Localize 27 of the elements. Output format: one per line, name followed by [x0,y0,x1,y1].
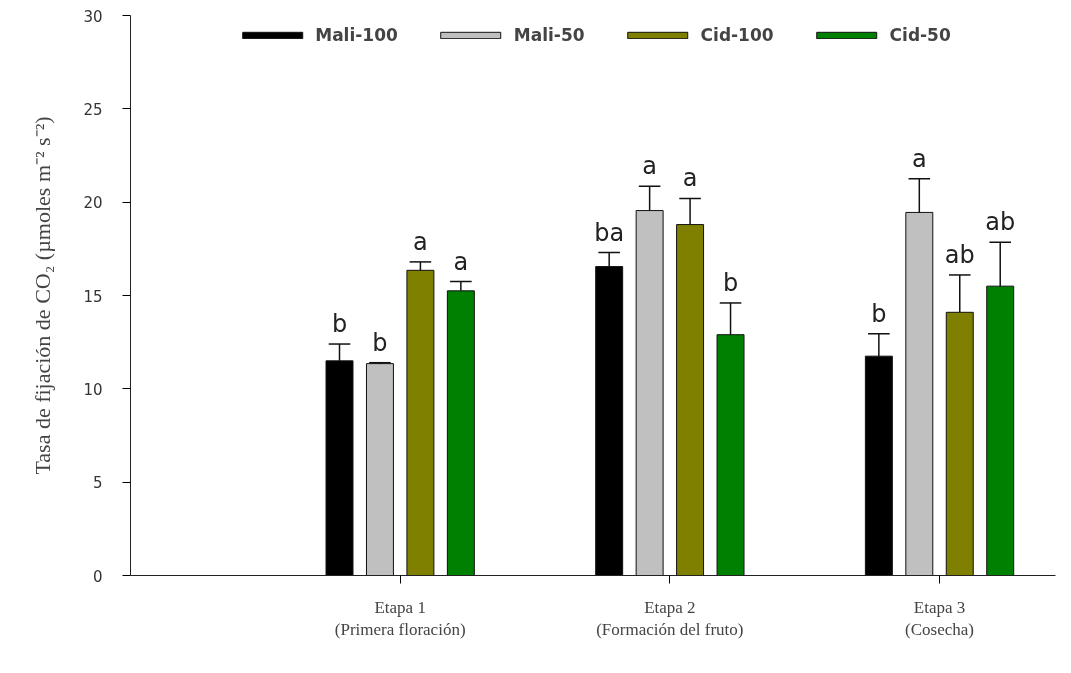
y-tick-label: 20 [83,194,103,213]
data-label: ab [985,208,1016,237]
legend-label: Cid-100 [700,25,774,45]
y-tick-label: 10 [83,380,103,399]
x-tick-label: Etapa 3 (Cosecha) [905,597,974,640]
x-tick-label: Etapa 2 (Formación del fruto) [596,597,744,640]
data-label: b [722,268,739,297]
data-label: b [372,328,388,357]
data-label: ba [594,218,625,247]
y-tick-label: 25 [83,100,103,119]
data-label: a [911,144,927,173]
data-label: a [453,247,469,276]
x-tick-label: Etapa 1 (Primera floración) [334,597,466,640]
data-label: a [642,152,657,181]
data-label: a [413,227,428,256]
y-axis-title: Tasa de fijación de CO₂ (µmoles m⁻² s⁻²) [30,116,56,475]
data-label: b [331,310,348,339]
legend-label: Mali-50 [513,25,585,45]
y-tick-label: 0 [92,567,103,586]
legend-label: Cid-50 [889,25,951,45]
y-tick-label: 30 [83,7,103,26]
data-label: b [871,299,887,328]
y-tick-label: 5 [92,474,103,493]
data-label: a [682,164,698,193]
y-tick-label: 15 [83,287,103,306]
data-label: ab [944,240,975,269]
legend-label: Mali-100 [315,25,398,45]
